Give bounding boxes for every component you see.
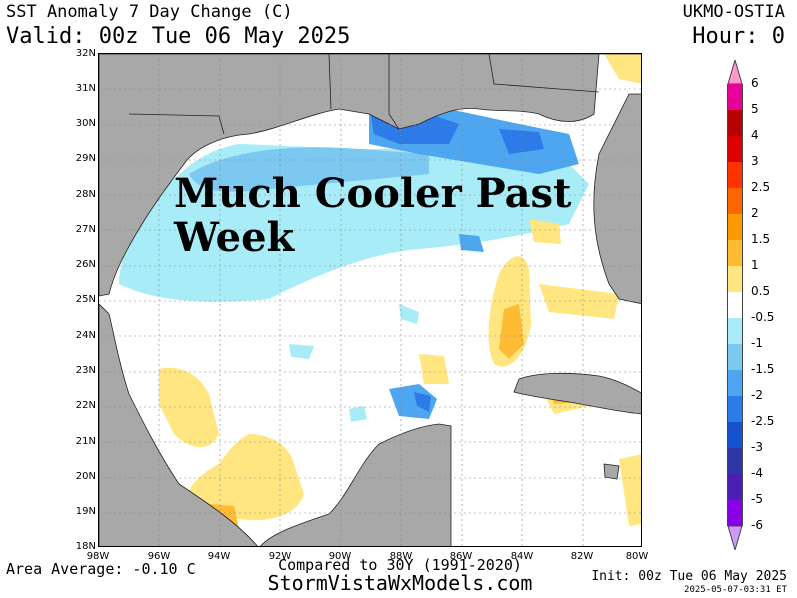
legend-cap-top (727, 60, 743, 84)
legend-label: -1 (751, 336, 763, 350)
lon-label: 84W (510, 551, 534, 562)
lat-label: 20N (75, 471, 96, 482)
legend-label: -1.5 (751, 362, 775, 376)
lon-label: 82W (570, 551, 594, 562)
legend-swatch (727, 344, 743, 370)
legend-label: -2.5 (751, 414, 775, 428)
legend-swatch (727, 370, 743, 396)
cool-anomaly-areas (119, 109, 589, 422)
legend-swatch (727, 266, 743, 292)
legend-label: 3 (751, 154, 759, 168)
legend-label: 6 (751, 76, 759, 90)
legend-swatch (727, 136, 743, 162)
lon-label: 98W (86, 551, 110, 562)
valid-time: Valid: 00z Tue 06 May 2025 (6, 24, 351, 49)
lat-label: 18N (75, 541, 96, 552)
lon-label: 96W (147, 551, 171, 562)
state-borders (128, 54, 600, 135)
legend-cap-bottom (727, 526, 743, 550)
legend-swatch (727, 396, 743, 422)
legend-swatch (727, 162, 743, 188)
legend-swatch (727, 448, 743, 474)
lat-label: 24N (75, 330, 96, 341)
legend-swatch (727, 188, 743, 214)
legend-label: 4 (751, 128, 759, 142)
lon-label: 92W (268, 551, 292, 562)
lat-label: 21N (75, 436, 96, 447)
legend-label: 5 (751, 102, 759, 116)
lat-label: 28N (75, 189, 96, 200)
comparison-baseline: Compared to 30Y (1991-2020) (278, 556, 522, 574)
website-credit: StormVistaWxModels.com (267, 571, 533, 595)
map-canvas (99, 54, 641, 546)
grid-lines (99, 54, 641, 546)
legend-swatch (727, 84, 743, 110)
legend-label: -5 (751, 492, 763, 506)
lat-label: 32N (75, 48, 96, 59)
lat-label: 29N (75, 153, 96, 164)
legend-label: -3 (751, 440, 763, 454)
forecast-hour: Hour: 0 (692, 24, 785, 49)
legend-label: -0.5 (751, 310, 775, 324)
model-name: UKMO-OSTIA (682, 2, 785, 22)
annotation-line-2: Week (174, 214, 295, 261)
land (99, 54, 641, 546)
lon-label: 88W (389, 551, 413, 562)
legend-swatch (727, 214, 743, 240)
legend-label: -4 (751, 466, 763, 480)
legend-label: 0.5 (751, 284, 771, 298)
legend-swatch (727, 110, 743, 136)
legend-label: 2.5 (751, 180, 771, 194)
legend-swatch (727, 422, 743, 448)
legend-swatch (727, 292, 743, 318)
lat-label: 25N (75, 294, 96, 305)
legend-label: -2 (751, 388, 763, 402)
lon-label: 94W (207, 551, 231, 562)
legend-swatch (727, 474, 743, 500)
sst-map (98, 53, 642, 547)
map-annotation: Much Cooler Past Week (174, 172, 594, 260)
map-title: SST Anomaly 7 Day Change (C) (6, 2, 293, 22)
lat-label: 26N (75, 259, 96, 270)
init-time: Init: 00z Tue 06 May 2025 (591, 569, 787, 584)
legend-swatch (727, 500, 743, 526)
lat-label: 30N (75, 118, 96, 129)
lat-label: 19N (75, 506, 96, 517)
legend-swatch (727, 318, 743, 344)
legend-label: 2 (751, 206, 759, 220)
lat-label: 23N (75, 365, 96, 376)
legend-label: 1 (751, 258, 759, 272)
lon-label: 90W (328, 551, 352, 562)
area-average: Area Average: -0.10 C (6, 560, 196, 578)
annotation-line-1: Much Cooler Past (174, 170, 572, 217)
lon-label: 80W (625, 551, 649, 562)
lat-label: 22N (75, 400, 96, 411)
lat-label: 27N (75, 224, 96, 235)
lat-label: 31N (75, 83, 96, 94)
generated-time: 2025-05-07-03:31 ET (684, 585, 787, 595)
legend-label: 1.5 (751, 232, 771, 246)
legend-label: -6 (751, 518, 763, 532)
lon-label: 86W (449, 551, 473, 562)
legend-swatch (727, 240, 743, 266)
